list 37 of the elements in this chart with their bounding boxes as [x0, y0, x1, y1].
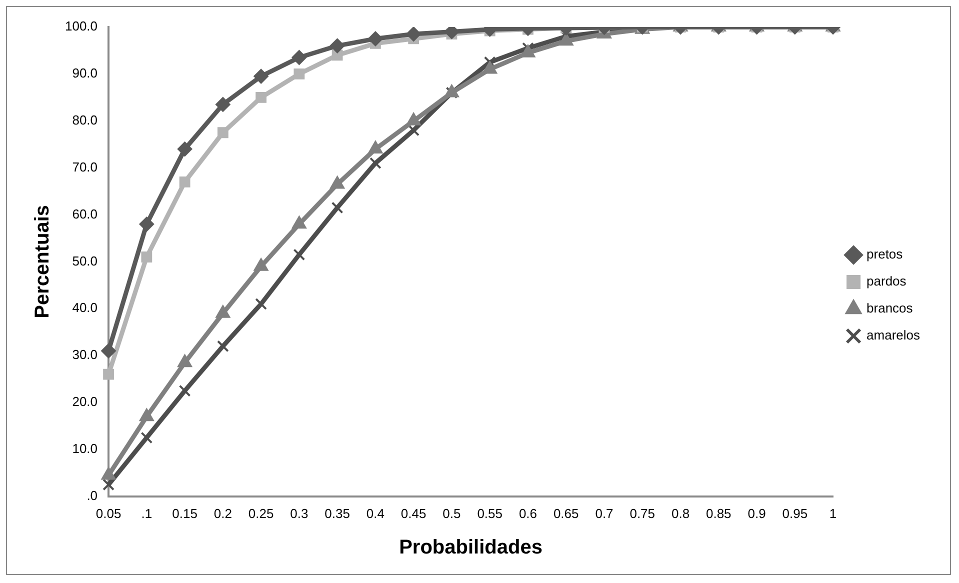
legend-label: pardos — [866, 274, 907, 289]
y-axis-title: Percentuais — [32, 205, 54, 318]
x-tick-label: 0.95 — [782, 506, 808, 521]
x-tick-label: 0.9 — [748, 506, 766, 521]
x-axis-title: Probabilidades — [399, 536, 542, 559]
x-tick-label: 0.05 — [96, 506, 122, 521]
y-tick-label: 70.0 — [72, 159, 98, 174]
x-tick-label: 0.85 — [706, 506, 732, 521]
x-tick-label: 0.8 — [671, 506, 690, 521]
x-tick-label: 0.55 — [477, 506, 503, 521]
x-tick-label: 0.15 — [172, 506, 198, 521]
y-tick-label: 40.0 — [72, 300, 98, 316]
y-tick-label: .0 — [86, 488, 98, 503]
y-tick-label: 60.0 — [72, 206, 98, 222]
x-tick-label: 0.6 — [518, 506, 538, 521]
legend-label: brancos — [866, 300, 914, 316]
x-tick-label: 0.25 — [248, 506, 274, 521]
x-tick-label: 0.5 — [442, 506, 461, 521]
y-tick-label: 80.0 — [72, 112, 98, 128]
x-tick-label: 0.35 — [324, 506, 350, 521]
x-tick-label: 0.7 — [595, 506, 614, 521]
y-tick-label: 10.0 — [72, 441, 98, 456]
x-tick-label: 0.75 — [630, 506, 656, 521]
x-tick-label: 1 — [829, 506, 837, 521]
x-tick-label: 0.2 — [214, 506, 232, 521]
y-tick-label: 20.0 — [72, 394, 98, 410]
y-tick-label: 90.0 — [72, 66, 98, 81]
x-tick-label: 0.45 — [400, 506, 426, 521]
x-tick-label: 0.3 — [290, 506, 308, 521]
legend-label: amarelos — [866, 328, 920, 343]
x-tick-label: .1 — [141, 506, 152, 521]
x-tick-label: 0.4 — [366, 506, 384, 521]
x-tick-label: 0.65 — [553, 506, 579, 521]
y-tick-label: 30.0 — [72, 347, 98, 362]
legend-label: pretos — [866, 246, 904, 262]
y-tick-label: 50.0 — [72, 253, 98, 268]
y-tick-label: 100.0 — [64, 18, 98, 34]
